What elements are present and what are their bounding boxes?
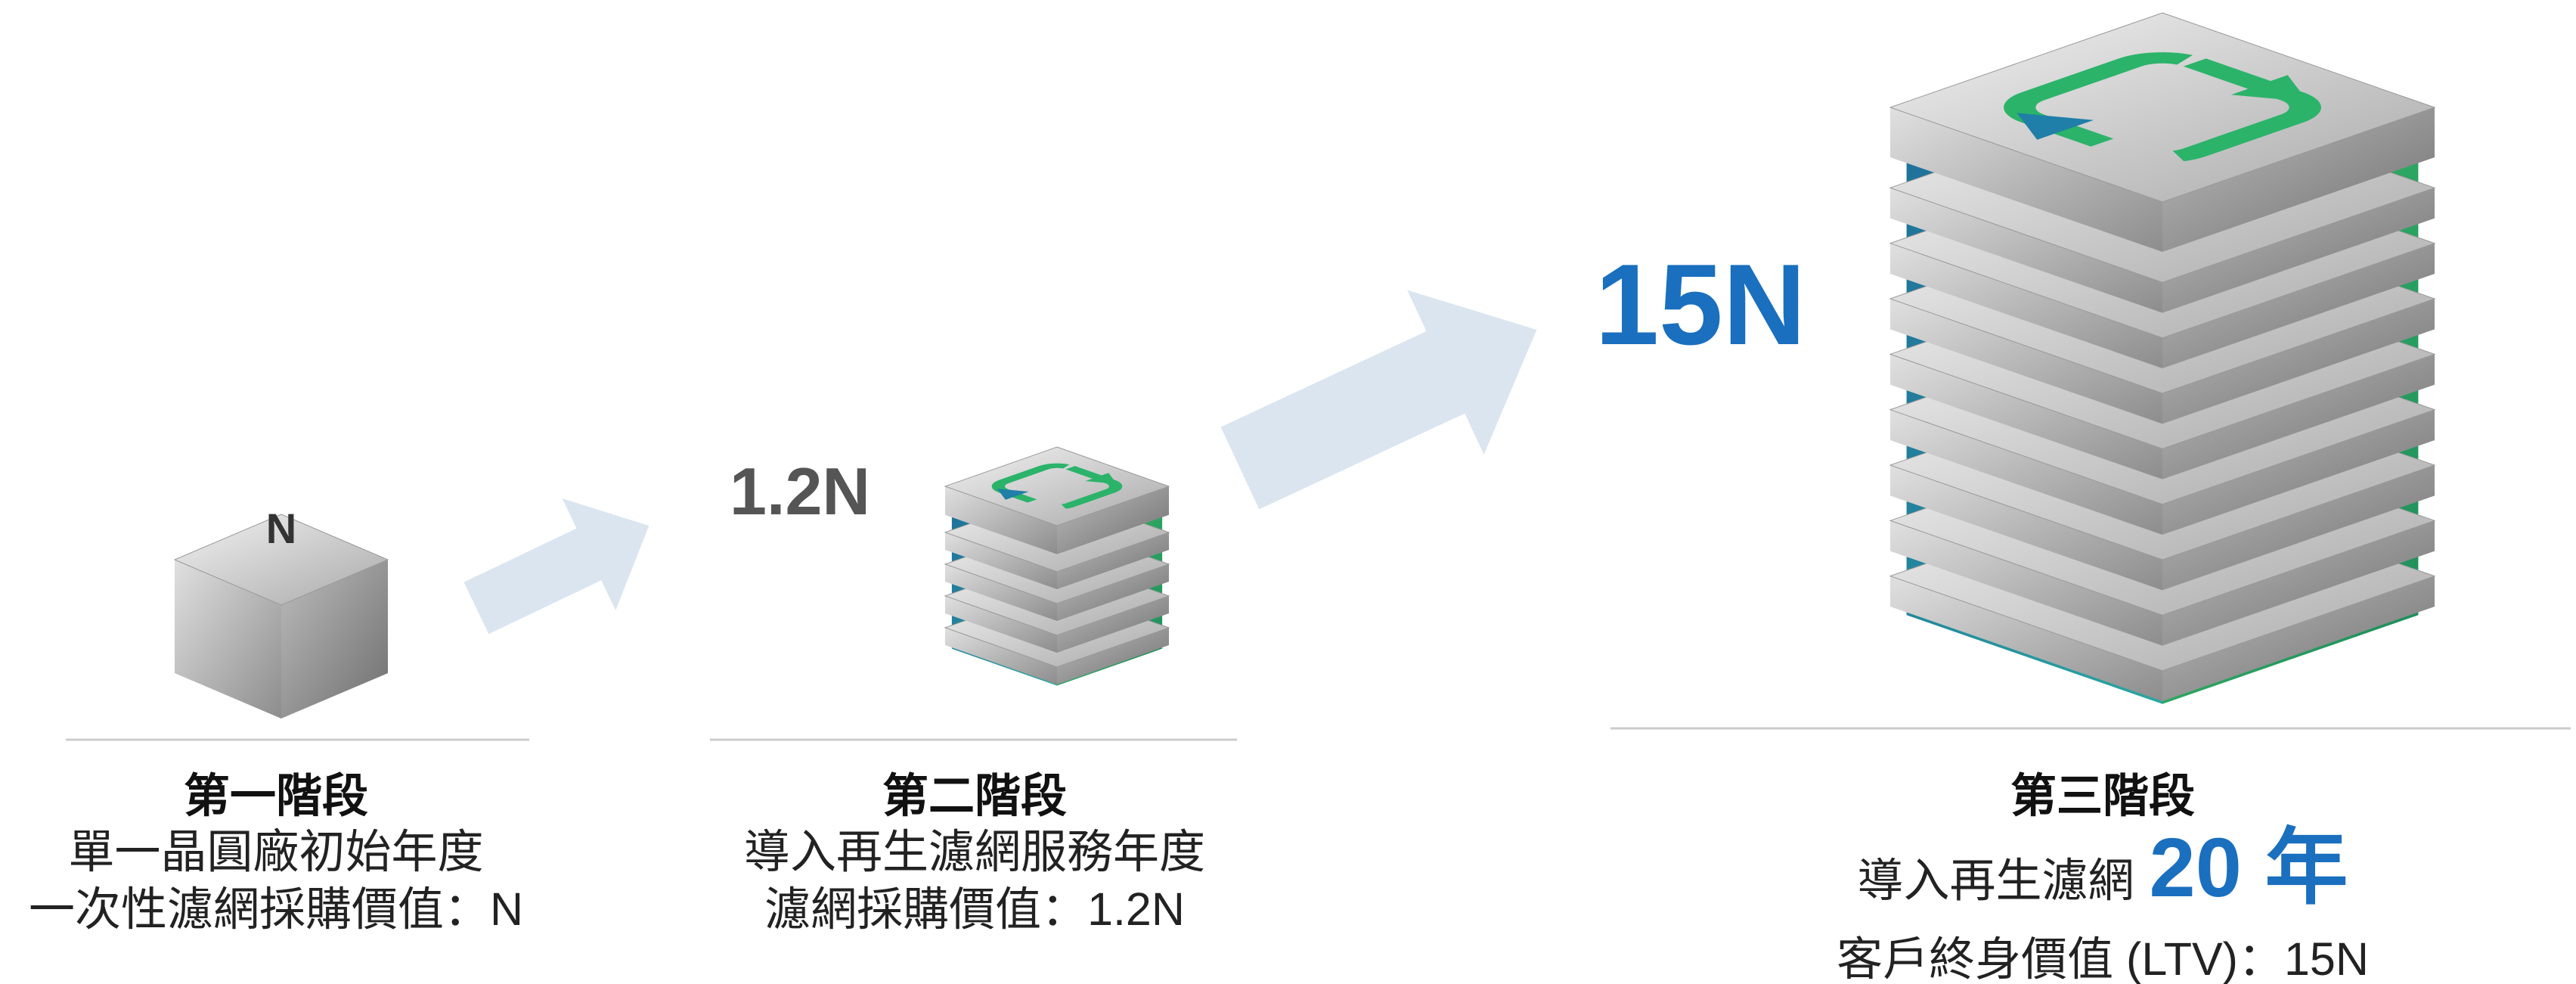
face-right bbox=[2162, 576, 2435, 701]
icon-label: N bbox=[266, 504, 296, 552]
recycle-arrowhead bbox=[1085, 473, 1118, 484]
recycle-arrowhead bbox=[2016, 113, 2094, 140]
stage-line: 導入再生濾網 20 年 bbox=[1858, 821, 2348, 914]
stage-line: 單一晶圓廠初始年度 bbox=[68, 826, 483, 877]
face-right bbox=[2162, 520, 2435, 646]
arrow bbox=[463, 498, 649, 635]
face-left bbox=[945, 486, 1057, 554]
recycle-icon bbox=[2004, 52, 2321, 163]
highlight: 20 年 bbox=[2150, 821, 2348, 914]
face-left bbox=[1890, 520, 2162, 646]
face-right bbox=[2162, 465, 2435, 591]
face-left bbox=[1890, 409, 2162, 535]
line-text: 導入再生濾網 bbox=[1858, 855, 2134, 906]
face-right bbox=[2162, 107, 2435, 252]
filter-stack bbox=[1889, 12, 2436, 704]
face-right bbox=[2162, 354, 2435, 480]
stage-line: 導入再生濾網服務年度 bbox=[744, 826, 1205, 877]
recycle-arrowhead bbox=[2230, 75, 2308, 102]
filter-stack bbox=[944, 446, 1170, 686]
face-left bbox=[945, 627, 1057, 684]
face-right bbox=[1057, 595, 1169, 653]
value-label: 15N bbox=[1595, 241, 1806, 369]
face-right bbox=[1057, 532, 1169, 589]
face-left bbox=[945, 595, 1057, 653]
face-right bbox=[2162, 243, 2435, 368]
stage-title: 第二階段 bbox=[882, 770, 1067, 821]
face-left bbox=[945, 532, 1057, 589]
face-left bbox=[1890, 188, 2162, 313]
face-left bbox=[1890, 299, 2162, 424]
stage-line: 一次性濾網採購價值：N bbox=[29, 883, 523, 935]
face-left bbox=[945, 563, 1057, 621]
face-top bbox=[944, 446, 1170, 526]
stage-title: 第一階段 bbox=[184, 770, 368, 821]
face-left bbox=[1890, 465, 2162, 591]
face-top bbox=[1889, 12, 2436, 203]
face-right bbox=[2162, 299, 2435, 424]
face-left bbox=[175, 560, 281, 719]
face-left bbox=[1890, 107, 2162, 252]
arrow bbox=[1220, 290, 1537, 510]
recycle-ring bbox=[991, 463, 1123, 510]
face-left bbox=[1890, 576, 2162, 701]
recycle-icon bbox=[991, 463, 1123, 510]
stage-line: 濾網採購價值：1.2N bbox=[764, 883, 1185, 935]
stage-line: 客戶終身價值 (LTV)：15N bbox=[1837, 933, 2369, 984]
face-top bbox=[173, 514, 389, 606]
face-right bbox=[281, 560, 388, 719]
face-right bbox=[1057, 563, 1169, 621]
face-left bbox=[1890, 354, 2162, 480]
recycle-ring bbox=[2004, 52, 2321, 163]
face-right bbox=[1057, 627, 1169, 684]
face-right bbox=[2162, 409, 2435, 535]
recycle-arrowhead bbox=[997, 489, 1029, 500]
face-right bbox=[1057, 486, 1169, 554]
face-right bbox=[2162, 188, 2435, 313]
value-label: 1.2N bbox=[730, 454, 870, 529]
artwork bbox=[66, 290, 2571, 741]
stage-title: 第三階段 bbox=[2010, 770, 2195, 821]
face-left bbox=[1890, 243, 2162, 368]
cube bbox=[173, 514, 389, 719]
